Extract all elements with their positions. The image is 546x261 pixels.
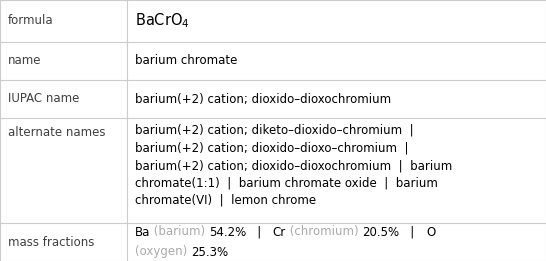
- Text: IUPAC name: IUPAC name: [8, 92, 79, 105]
- Text: barium(+2) cation; diketo–dioxido–chromium  |
barium(+2) cation; dioxido–dioxo–c: barium(+2) cation; diketo–dioxido–chromi…: [135, 124, 452, 207]
- Text: Cr: Cr: [272, 226, 286, 239]
- Text: O: O: [426, 226, 435, 239]
- Text: barium chromate: barium chromate: [135, 55, 237, 68]
- Text: 25.3%: 25.3%: [191, 246, 228, 258]
- Text: barium(+2) cation; dioxido–dioxochromium: barium(+2) cation; dioxido–dioxochromium: [135, 92, 391, 105]
- Text: BaCrO$_4$: BaCrO$_4$: [135, 12, 189, 30]
- Text: |: |: [246, 226, 272, 239]
- Text: (chromium): (chromium): [286, 226, 363, 239]
- Text: 20.5%: 20.5%: [363, 226, 400, 239]
- Text: (barium): (barium): [150, 226, 209, 239]
- Text: alternate names: alternate names: [8, 126, 105, 139]
- Text: |: |: [400, 226, 426, 239]
- Text: name: name: [8, 55, 41, 68]
- Text: formula: formula: [8, 15, 54, 27]
- Text: Ba: Ba: [135, 226, 150, 239]
- Text: mass fractions: mass fractions: [8, 235, 94, 248]
- Text: (oxygen): (oxygen): [135, 246, 191, 258]
- Text: 54.2%: 54.2%: [209, 226, 246, 239]
